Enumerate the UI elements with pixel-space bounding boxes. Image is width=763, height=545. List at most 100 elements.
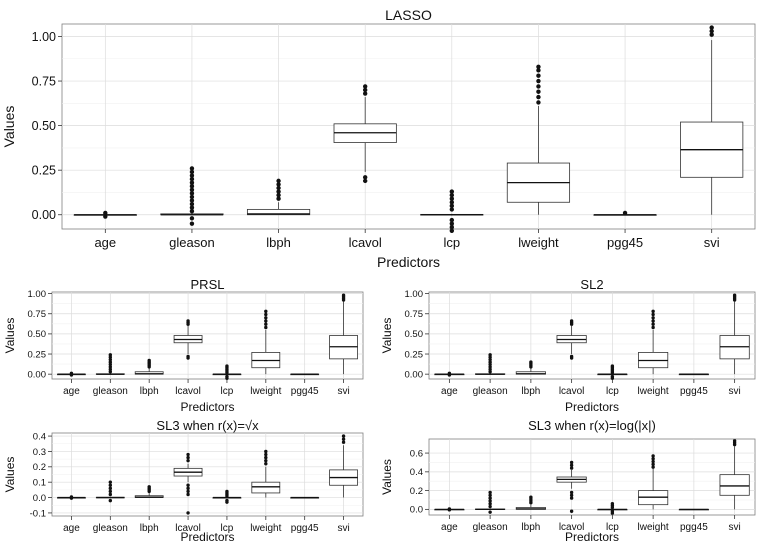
outlier-point [449,196,455,201]
box-lweight [251,309,281,375]
outlier-point [449,217,455,223]
x-axis-label: Predictors [565,530,619,544]
chart-title: PRSL [191,277,225,292]
outlier-point [189,201,195,207]
x-tick-label: lcavol [175,523,201,534]
x-tick-label: pgg45 [291,523,319,534]
plot-area [61,23,756,230]
x-tick-label: lcp [606,386,619,397]
outlier-point [536,68,541,73]
outlier-point [362,87,368,93]
plot-area [428,438,756,516]
outlier-point [449,200,455,205]
x-tick-label: lcavol [559,522,585,533]
outlier-point [264,312,268,317]
outlier-point [147,485,151,489]
chart-title: SL2 [580,277,603,292]
outlier-point [449,192,455,198]
outlier-point [108,355,113,359]
outlier-point [341,437,346,441]
box-lcavol [173,319,203,360]
x-tick-label: lbph [140,386,159,397]
x-tick-label: lbph [266,235,291,250]
box-lcavol [173,452,203,515]
box-lbph [134,485,164,498]
box-lcavol [556,319,587,360]
outlier-point [276,185,281,191]
y-tick-label: 0.2 [410,486,423,497]
outlier-point [536,89,541,94]
y-axis-label: Values [380,459,394,495]
outlier-point [651,462,655,467]
boxplot-panel-2: 0.00 0.25 0.50 0.75 1.00 age gleason lbph lcavol… [380,277,756,414]
outlier-point [264,316,268,320]
outlier-point [108,483,113,487]
y-tick-label: 0.25 [32,164,56,178]
y-tick-label: 0.00 [32,208,56,222]
outlier-point [108,353,113,357]
outlier-point [189,184,195,189]
outlier-point [264,462,268,466]
y-tick-label: 0.50 [32,119,56,133]
outlier-point [69,495,74,499]
box-pgg45 [678,373,709,376]
outlier-point [569,490,574,495]
outlier-point [108,362,113,367]
x-tick-label: gleason [169,235,215,250]
x-tick-label: svi [704,235,720,250]
x-tick-label: lcp [221,386,234,397]
y-axis-label: Values [3,318,17,354]
box-lbph [515,360,546,375]
y-tick-label: -0.1 [30,508,46,519]
box-lcavol [556,460,587,513]
outlier-point [264,309,268,314]
outlier-point [569,460,574,465]
outlier-point [488,357,492,362]
outlier-point [449,207,455,212]
box-svi [329,434,358,498]
outlier-point [651,465,655,469]
outlier-point [622,210,628,216]
outlier-point [488,362,492,367]
x-tick-label: age [441,386,458,397]
outlier-point [651,454,655,458]
outlier-point [610,509,615,513]
y-tick-label: 0.0 [410,505,423,516]
box-lbph [134,358,164,375]
outlier-point [488,367,492,372]
x-tick-label: pgg45 [680,386,708,397]
outlier-point [488,370,492,374]
y-tick-label: 0.25 [28,349,47,360]
outlier-point [69,371,74,376]
y-axis-label: Values [1,106,17,148]
x-tick-label: age [441,522,458,533]
box-gleason [475,490,506,514]
box-lbph [246,178,311,216]
outlier-point [186,511,190,515]
outlier-point [449,189,455,194]
outlier-point [225,489,229,494]
box-lbph [515,495,546,510]
outlier-point [189,176,195,182]
outlier-point [341,293,346,297]
outlier-point [447,507,452,511]
box-lcavol [333,84,397,184]
outlier-point [189,173,195,178]
outlier-point [264,455,268,460]
outlier-point [189,194,195,200]
x-tick-label: lweight [518,235,559,250]
box-lweight [506,64,571,215]
y-axis-label: Values [380,318,394,354]
x-tick-label: lcp [444,235,461,250]
outlier-point [488,504,492,509]
outlier-point [341,434,346,438]
box-age [434,507,465,512]
outlier-point [536,94,541,100]
outlier-point [449,225,455,230]
boxplot-panel-0: 0.00 0.25 0.50 0.75 1.00 age gleason lbph lcavol… [1,7,756,270]
outlier-point [108,357,113,362]
x-tick-label: gleason [473,522,508,533]
outlier-point [488,496,492,500]
box-lweight [638,309,669,375]
outlier-point [189,187,195,192]
